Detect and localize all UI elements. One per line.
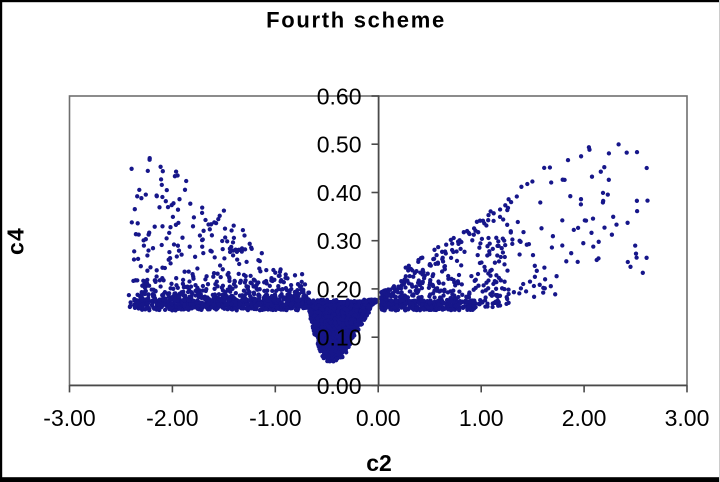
svg-text:0.20: 0.20 — [317, 276, 362, 302]
svg-text:0.00: 0.00 — [356, 405, 401, 431]
svg-text:0.30: 0.30 — [317, 228, 362, 254]
svg-text:3.00: 3.00 — [665, 405, 710, 431]
svg-text:0.50: 0.50 — [317, 132, 362, 158]
svg-text:-1.00: -1.00 — [249, 405, 301, 431]
svg-text:0.60: 0.60 — [317, 83, 362, 109]
svg-text:0.00: 0.00 — [317, 373, 362, 399]
svg-text:0.40: 0.40 — [317, 180, 362, 206]
svg-text:-3.00: -3.00 — [43, 405, 95, 431]
svg-text:1.00: 1.00 — [459, 405, 504, 431]
svg-text:-2.00: -2.00 — [146, 405, 198, 431]
svg-text:0.10: 0.10 — [317, 325, 362, 351]
svg-text:c2: c2 — [366, 450, 392, 476]
svg-text:2.00: 2.00 — [562, 405, 607, 431]
svg-text:Fourth scheme: Fourth scheme — [266, 8, 446, 33]
svg-text:c4: c4 — [3, 227, 29, 255]
